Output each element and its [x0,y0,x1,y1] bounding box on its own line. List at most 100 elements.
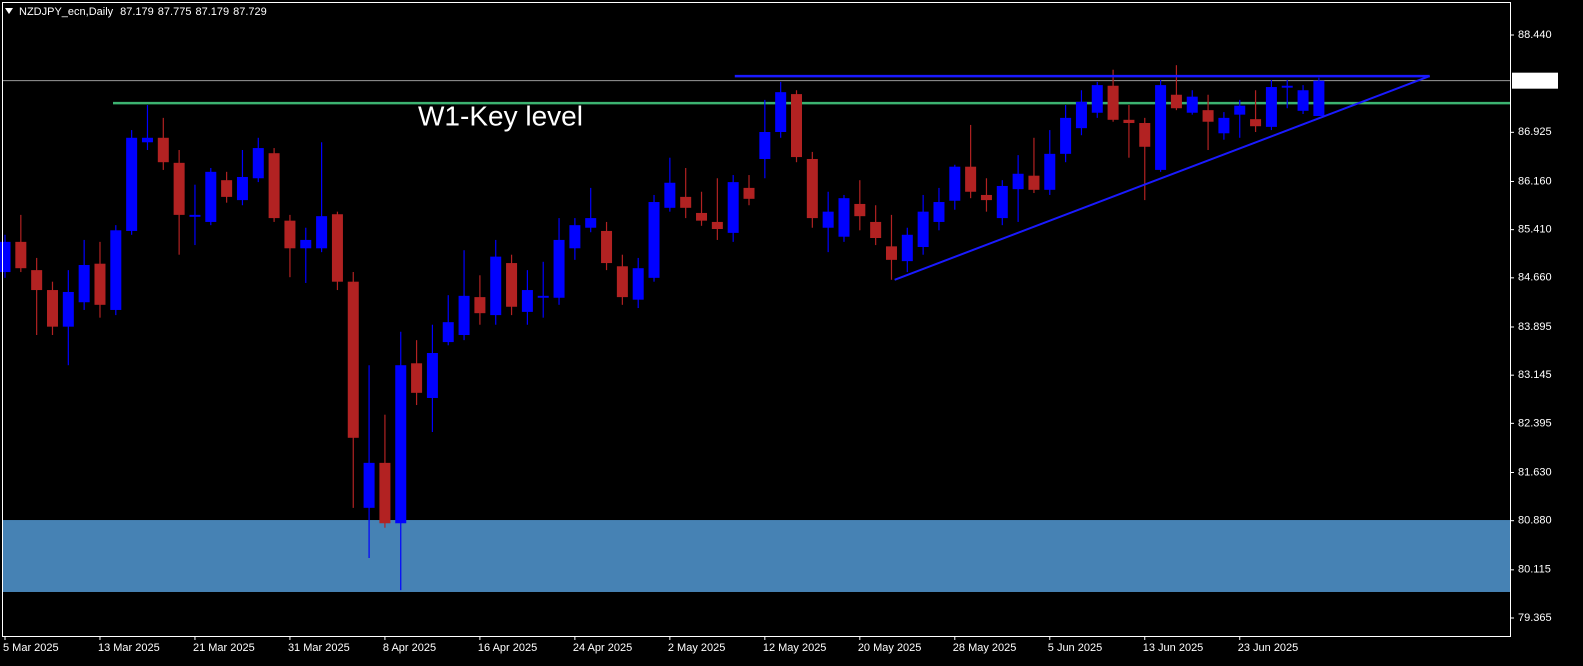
y-tick-label: 83.145 [1518,369,1552,381]
candle-body [965,166,977,192]
candle-body [31,270,43,291]
candle-body [759,132,771,159]
y-tick-label: 80.880 [1518,515,1552,527]
x-tick-label: 21 Mar 2025 [193,642,255,654]
candle-body [632,268,644,300]
candle-body [1091,85,1103,113]
x-tick-label: 13 Mar 2025 [98,642,160,654]
y-tick-label: 79.365 [1518,612,1552,624]
header-high: 87.775 [158,6,192,18]
candle-body [490,256,502,316]
candle-body [331,214,343,282]
candle-body [0,241,11,273]
candle-body [94,263,106,305]
candle-body [474,297,486,314]
candle-body [601,230,613,264]
candle-body [363,462,375,508]
candle-body [521,290,533,312]
candle-body [806,158,818,219]
candle-body [870,221,882,239]
x-tick-label: 28 May 2025 [953,642,1017,654]
x-tick-label: 31 Mar 2025 [288,642,350,654]
candle-body [727,182,739,233]
header-close: 87.729 [233,6,267,18]
candle-body [458,295,470,336]
candle-body [1202,110,1214,122]
candle-body [553,239,565,298]
candle-body [743,187,755,199]
chart-header: NZDJPY_ecn,Daily 87.179 87.775 87.179 87.729 [19,6,267,18]
candle-body [664,182,676,208]
candle-body [933,202,945,222]
candle-body [1139,123,1151,147]
candle-body [1107,85,1119,120]
trendline [894,75,1431,281]
candle-body [173,162,185,215]
candle-body [126,137,138,231]
x-tick-label: 20 May 2025 [858,642,922,654]
y-tick-label: 86.160 [1518,175,1552,187]
candle-body [284,220,296,249]
candle-body [1265,87,1277,127]
candle-body [1313,80,1325,117]
candle-body [205,171,217,222]
x-tick-label: 5 Mar 2025 [3,642,59,654]
x-tick-label: 12 May 2025 [763,642,827,654]
candle-body [411,363,423,393]
candle-body [1028,175,1040,190]
candle-body [648,202,660,278]
x-tick-label: 5 Jun 2025 [1048,642,1102,654]
y-tick-label: 85.410 [1518,224,1552,236]
x-tick-label: 2 May 2025 [668,642,725,654]
candle-body [775,92,787,133]
x-tick-label: 8 Apr 2025 [383,642,436,654]
candle-body [822,211,834,228]
candle-body [1170,94,1182,109]
candle-body [1075,101,1087,129]
candle-body [1186,96,1198,113]
candle-body [1060,117,1072,154]
candle-body [141,137,153,143]
chart-title: NZDJPY_ecn,Daily [19,6,114,18]
candle-body [62,291,74,327]
candle-body [711,221,723,230]
candle-body [221,180,233,197]
candle-body [395,365,407,524]
candle-body [616,266,628,298]
candle-body [838,198,850,237]
candle-body [917,211,929,248]
candle-body [996,185,1008,219]
x-tick-label: 23 Jun 2025 [1238,642,1299,654]
plot-area: W1-Key level [0,65,1510,592]
candle-body [46,290,58,327]
current-price-label: 87.729 [1516,75,1550,87]
candle-body [1044,153,1056,190]
candle-body [901,234,913,262]
candle-body [1155,85,1167,170]
candle-body [791,94,802,158]
candle-body [696,212,708,221]
y-tick-label: 86.925 [1518,126,1552,138]
header-open: 87.179 [120,6,154,18]
candle-body [537,295,549,298]
key-level-label: W1-Key level [418,100,583,131]
header-low: 87.179 [195,6,229,18]
x-tick-label: 24 Apr 2025 [573,642,632,654]
candle-body [268,153,280,219]
demand-zone [3,520,1510,592]
candle-body [980,194,992,201]
candle-body [252,148,264,179]
candle-body [569,225,581,249]
y-tick-label: 88.440 [1518,29,1552,41]
candle-body [1012,173,1024,190]
y-tick-label: 80.115 [1518,564,1551,576]
candle-body [885,246,897,260]
candle-body [1250,119,1262,127]
candle-body [110,230,122,310]
plot-border [2,2,1511,637]
candle-body [949,166,961,201]
y-tick-label: 81.630 [1518,466,1552,478]
candle-body [236,176,248,201]
x-tick-label: 13 Jun 2025 [1143,642,1204,654]
